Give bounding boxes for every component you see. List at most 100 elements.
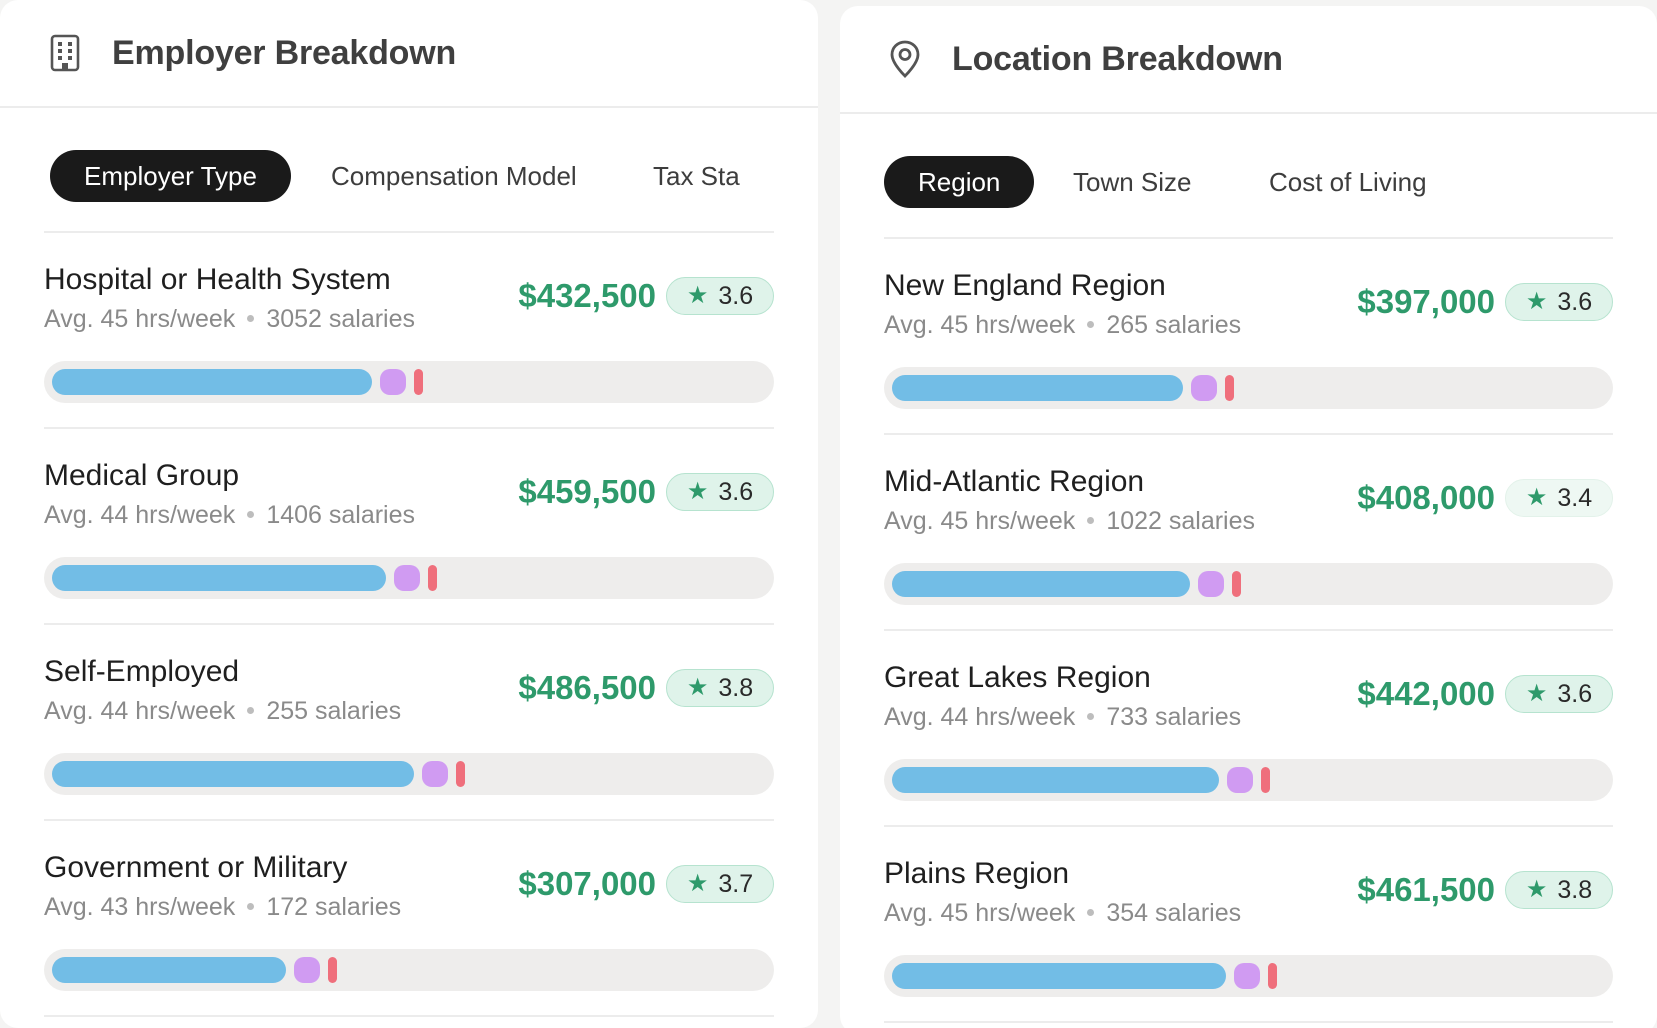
employer-list: Hospital or Health System Avg. 45 hrs/we… <box>0 233 818 1017</box>
separator-dot <box>247 314 255 322</box>
row-name: Plains Region <box>884 857 1070 890</box>
star-icon: ★ <box>686 870 709 897</box>
salary-count: 3052 salaries <box>266 305 416 333</box>
row-meta: Avg. 43 hrs/week 172 salaries <box>44 893 401 922</box>
bar-segment-tertiary <box>428 565 437 591</box>
bar-segment-secondary <box>294 957 320 983</box>
employer-breakdown-panel: Employer Breakdown Employer Type Compens… <box>0 0 818 1028</box>
rating-value: 3.6 <box>718 477 754 506</box>
bar-segment-tertiary <box>1268 963 1277 989</box>
salary-count: 265 salaries <box>1106 311 1242 339</box>
list-item[interactable]: Self-Employed Avg. 44 hrs/week 255 salari… <box>44 625 774 821</box>
bar-segment-secondary <box>1227 767 1253 793</box>
rating-value: 3.8 <box>1557 875 1593 904</box>
tab-cost-of-living[interactable]: Cost of Living <box>1269 167 1427 197</box>
bar-segment-secondary <box>422 761 448 787</box>
list-item[interactable]: New England Region Avg. 45 hrs/week 265 s… <box>884 239 1613 435</box>
separator-dot <box>1087 320 1095 328</box>
bar-segment-primary <box>892 571 1190 597</box>
row-name: New England Region <box>884 269 1166 302</box>
separator-dot <box>1087 712 1095 720</box>
bar-segment-secondary <box>394 565 420 591</box>
salary-range-bar <box>884 563 1613 605</box>
bar-segment-primary <box>892 767 1219 793</box>
tab-region[interactable]: Region <box>884 156 1035 208</box>
salary-range-bar <box>44 557 774 599</box>
row-name: Hospital or Health System <box>44 263 391 296</box>
location-breakdown-panel: Location Breakdown Region Town Size Cost… <box>840 6 1657 1028</box>
salary-range-bar <box>884 955 1613 997</box>
rating-badge: ★ 3.6 <box>666 473 774 511</box>
row-name: Medical Group <box>44 459 240 492</box>
star-icon: ★ <box>686 674 709 701</box>
median-salary: $397,000 <box>1357 283 1495 320</box>
tab-town-size[interactable]: Town Size <box>1073 167 1192 197</box>
avg-hours: Avg. 43 hrs/week <box>44 893 236 921</box>
rating-badge: ★ 3.6 <box>666 277 774 315</box>
list-item[interactable]: Plains Region Avg. 45 hrs/week 354 salari… <box>884 827 1613 1023</box>
bar-segment-tertiary <box>1261 767 1270 793</box>
bar-segment-secondary <box>1198 571 1224 597</box>
bar-segment-primary <box>52 565 386 591</box>
row-meta: Avg. 45 hrs/week 265 salaries <box>884 311 1241 340</box>
bar-segment-tertiary <box>328 957 337 983</box>
row-meta: Avg. 44 hrs/week 1406 salaries <box>44 501 415 530</box>
tab-employer-type[interactable]: Employer Type <box>50 150 291 202</box>
rating-value: 3.6 <box>1557 679 1593 708</box>
row-meta: Avg. 45 hrs/week 3052 salaries <box>44 305 415 334</box>
map-pin-icon <box>886 39 924 79</box>
row-meta: Avg. 44 hrs/week 733 salaries <box>884 703 1241 732</box>
list-item[interactable]: Medical Group Avg. 44 hrs/week 1406 salar… <box>44 429 774 625</box>
salary-range-bar <box>44 753 774 795</box>
salary-count: 1406 salaries <box>266 501 416 529</box>
panel-title: Location Breakdown <box>952 39 1283 78</box>
location-list: New England Region Avg. 45 hrs/week 265 s… <box>840 239 1657 1023</box>
salary-range-bar <box>884 367 1613 409</box>
bar-segment-primary <box>892 375 1183 401</box>
median-salary: $307,000 <box>518 865 656 902</box>
star-icon: ★ <box>1525 876 1548 903</box>
salary-count: 733 salaries <box>1106 703 1242 731</box>
bar-segment-tertiary <box>1225 375 1234 401</box>
bar-segment-secondary <box>1191 375 1217 401</box>
avg-hours: Avg. 44 hrs/week <box>44 501 236 529</box>
separator-dot <box>247 902 255 910</box>
bar-segment-tertiary <box>456 761 465 787</box>
rating-badge: ★ 3.6 <box>1505 283 1613 321</box>
avg-hours: Avg. 45 hrs/week <box>884 899 1076 927</box>
separator-dot <box>247 510 255 518</box>
bar-segment-primary <box>52 957 286 983</box>
row-name: Great Lakes Region <box>884 661 1151 694</box>
list-item[interactable]: Government or Military Avg. 43 hrs/week 1… <box>44 821 774 1017</box>
salary-count: 354 salaries <box>1106 899 1242 927</box>
star-icon: ★ <box>686 478 709 505</box>
tab-compensation-model[interactable]: Compensation Model <box>331 161 577 191</box>
bar-segment-tertiary <box>414 369 423 395</box>
salary-range-bar <box>44 949 774 991</box>
row-meta: Avg. 45 hrs/week 1022 salaries <box>884 507 1255 536</box>
separator-dot <box>1087 516 1095 524</box>
tab-tax-status[interactable]: Tax Sta <box>653 161 740 191</box>
rating-badge: ★ 3.7 <box>666 865 774 903</box>
star-icon: ★ <box>686 282 709 309</box>
rating-badge: ★ 3.6 <box>1505 675 1613 713</box>
row-meta: Avg. 45 hrs/week 354 salaries <box>884 899 1241 928</box>
salary-range-bar <box>44 361 774 403</box>
list-item[interactable]: Great Lakes Region Avg. 44 hrs/week 733 s… <box>884 631 1613 827</box>
salary-range-bar <box>884 759 1613 801</box>
separator-dot <box>247 706 255 714</box>
salary-count: 1022 salaries <box>1106 507 1256 535</box>
rating-value: 3.8 <box>718 673 754 702</box>
bar-segment-tertiary <box>1232 571 1241 597</box>
median-salary: $486,500 <box>518 669 656 706</box>
bar-segment-primary <box>52 369 372 395</box>
panel-header: Employer Breakdown <box>0 0 818 108</box>
median-salary: $432,500 <box>518 277 656 314</box>
row-name: Self-Employed <box>44 655 240 688</box>
median-salary: $461,500 <box>1357 871 1495 908</box>
star-icon: ★ <box>1525 484 1548 511</box>
list-item[interactable]: Mid-Atlantic Region Avg. 45 hrs/week 1022… <box>884 435 1613 631</box>
list-item[interactable]: Hospital or Health System Avg. 45 hrs/we… <box>44 233 774 429</box>
avg-hours: Avg. 45 hrs/week <box>884 507 1076 535</box>
rating-badge: ★ 3.8 <box>1505 871 1613 909</box>
